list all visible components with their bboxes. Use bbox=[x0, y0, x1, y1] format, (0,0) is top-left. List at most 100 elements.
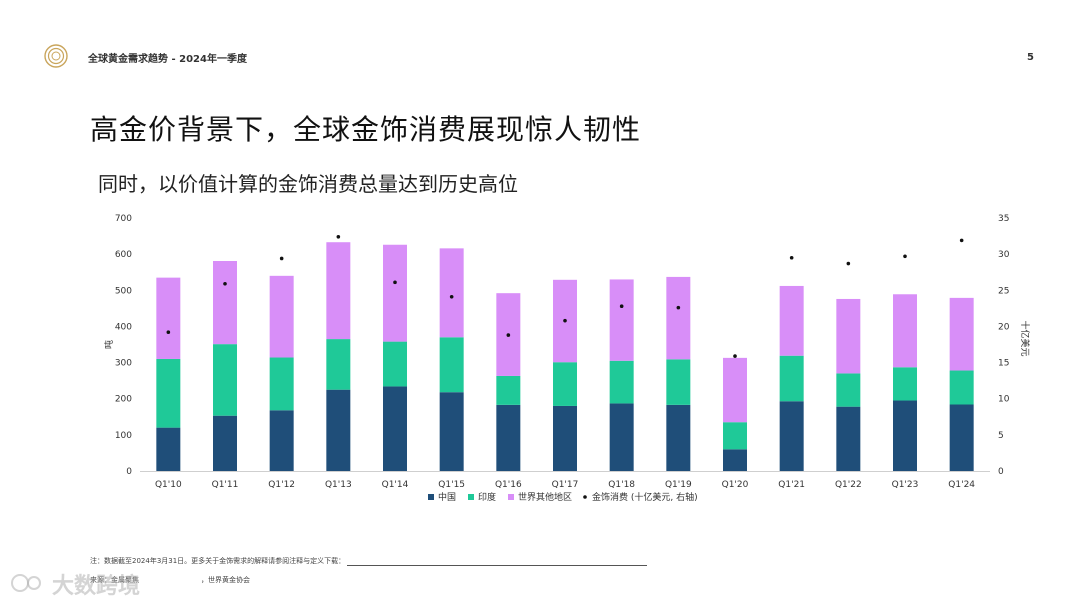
value-dot bbox=[959, 238, 964, 243]
legend-swatch-india bbox=[468, 494, 474, 500]
x-tick-label: Q1'23 bbox=[892, 480, 919, 490]
legend-swatch-rest-of-world bbox=[508, 494, 514, 500]
bar-india bbox=[383, 341, 407, 387]
value-dot bbox=[336, 234, 341, 239]
y-tick-label: 200 bbox=[115, 395, 132, 405]
value-dot bbox=[393, 280, 397, 285]
y2-tick-label: 10 bbox=[998, 395, 1010, 405]
bar-india bbox=[439, 337, 464, 393]
y-tick-label: 0 bbox=[126, 467, 132, 477]
bar-india bbox=[553, 362, 577, 406]
x-tick-label: Q1'19 bbox=[665, 480, 692, 490]
bar-rest-of-world bbox=[156, 277, 181, 359]
bar-india bbox=[609, 360, 634, 404]
x-tick-label: Q1'13 bbox=[325, 480, 352, 490]
bar-india bbox=[666, 359, 691, 405]
bar-india bbox=[893, 367, 917, 401]
y2-tick-label: 25 bbox=[998, 286, 1009, 296]
x-tick-label: Q1'10 bbox=[155, 480, 182, 490]
bar-china bbox=[723, 449, 747, 471]
bar-china bbox=[949, 404, 974, 471]
source-line: 来源：金属聚焦 ，世界黄金协会 bbox=[90, 575, 250, 585]
x-tick-label: Q1'18 bbox=[608, 480, 635, 490]
x-tick-label: Q1'24 bbox=[948, 480, 975, 490]
bar-india bbox=[326, 339, 351, 390]
y-tick-label: 300 bbox=[115, 359, 132, 369]
bar-china bbox=[609, 403, 634, 471]
bar-india bbox=[213, 344, 237, 416]
bar-rest-of-world bbox=[949, 297, 974, 371]
watermark-text: 大数跨境 bbox=[52, 574, 141, 599]
bar-india bbox=[156, 358, 181, 428]
bar-china bbox=[496, 404, 521, 471]
y2-tick-label: 35 bbox=[998, 214, 1009, 224]
x-tick-label: Q1'11 bbox=[212, 480, 239, 490]
bar-rest-of-world bbox=[779, 285, 804, 356]
y-tick-label: 600 bbox=[115, 250, 132, 260]
bar-india bbox=[779, 355, 804, 402]
x-tick-label: Q1'20 bbox=[722, 480, 749, 490]
bar-rest-of-world bbox=[439, 248, 464, 338]
bar-china bbox=[836, 406, 861, 471]
x-tick-label: Q1'12 bbox=[268, 480, 295, 490]
y2-tick-label: 15 bbox=[998, 359, 1009, 369]
footnote: 注：数据截至2024年3月31日。更多关于金饰需求的解释请参阅注释与定义下载： bbox=[90, 556, 648, 566]
y-axis-label: 吨 bbox=[103, 340, 115, 349]
value-dot bbox=[619, 304, 624, 308]
y2-tick-label: 5 bbox=[998, 431, 1004, 441]
y-tick-label: 400 bbox=[115, 322, 132, 332]
value-dot bbox=[223, 281, 227, 286]
bar-rest-of-world bbox=[666, 276, 691, 360]
bar-china bbox=[779, 401, 804, 471]
bar-rest-of-world bbox=[383, 244, 407, 342]
x-tick-label: Q1'16 bbox=[495, 480, 522, 490]
bar-rest-of-world bbox=[723, 357, 747, 423]
y-tick-label: 100 bbox=[115, 431, 132, 441]
y2-tick-label: 30 bbox=[998, 250, 1010, 260]
legend-label-rest-of-world: 世界其他地区 bbox=[518, 491, 572, 503]
bar-india bbox=[496, 375, 521, 405]
y-tick-label: 700 bbox=[115, 214, 132, 224]
value-dot bbox=[279, 256, 284, 261]
bar-india bbox=[836, 373, 861, 407]
watermark-logo-icon bbox=[11, 574, 41, 592]
x-tick-label: Q1'14 bbox=[382, 480, 409, 490]
footnote-link-line bbox=[347, 559, 648, 566]
bar-china bbox=[666, 404, 691, 471]
bar-china bbox=[213, 415, 237, 471]
bar-china bbox=[439, 392, 464, 471]
bar-rest-of-world bbox=[893, 294, 917, 368]
legend-label-value: 金饰消费 (十亿美元, 右轴) bbox=[592, 491, 698, 503]
x-tick-label: Q1'17 bbox=[552, 480, 579, 490]
source-left: 来源：金属聚焦 bbox=[90, 576, 139, 584]
bar-rest-of-world bbox=[836, 298, 861, 374]
bar-china bbox=[893, 400, 917, 471]
value-dot bbox=[903, 254, 907, 259]
legend-label-india: 印度 bbox=[478, 491, 496, 503]
bar-rest-of-world bbox=[213, 261, 237, 345]
y2-tick-label: 0 bbox=[998, 467, 1004, 477]
bar-china bbox=[553, 405, 577, 471]
bar-rest-of-world bbox=[326, 242, 351, 340]
footnote-text: 注：数据截至2024年3月31日。更多关于金饰需求的解释请参阅注释与定义下载： bbox=[90, 557, 346, 565]
y-tick-label: 500 bbox=[115, 286, 132, 296]
value-dot bbox=[563, 318, 567, 323]
value-dot bbox=[676, 305, 681, 310]
value-dot bbox=[449, 294, 454, 299]
value-dot bbox=[846, 261, 851, 266]
legend-swatch-value bbox=[583, 495, 587, 499]
bar-china bbox=[156, 427, 181, 471]
watermark: 大数跨境 bbox=[52, 568, 140, 600]
x-tick-label: Q1'15 bbox=[438, 480, 465, 490]
legend-label-china: 中国 bbox=[438, 491, 456, 503]
y2-tick-label: 20 bbox=[998, 322, 1010, 332]
bar-rest-of-world bbox=[269, 275, 294, 358]
jewellery-demand-chart: 0 100 200 300 400 500 600 700 0 5 10 15 20 25 30 35 吨 十亿美… bbox=[103, 214, 1031, 503]
y2-axis-label: 十亿美元 bbox=[1019, 320, 1031, 356]
bar-india bbox=[269, 357, 294, 411]
report-title: 全球黄金需求趋势 - 2024年一季度 bbox=[88, 54, 247, 65]
page-subtitle: 同时，以价值计算的金饰消费总量达到历史高位 bbox=[98, 172, 518, 196]
bar-india bbox=[949, 370, 974, 405]
source-right: ，世界黄金协会 bbox=[201, 576, 250, 584]
x-tick-label: Q1'22 bbox=[835, 480, 862, 490]
